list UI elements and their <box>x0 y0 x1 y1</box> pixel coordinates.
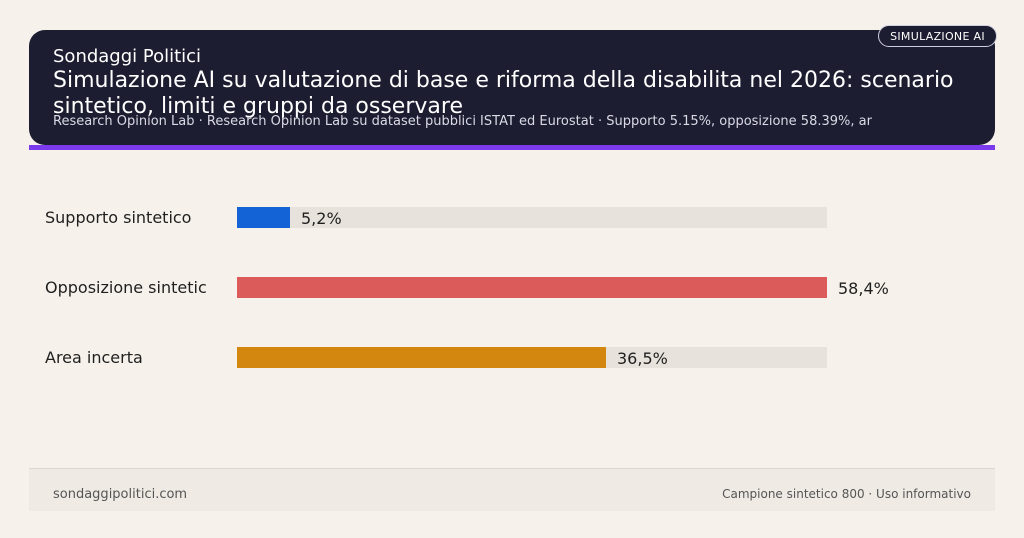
category-label: Area incerta <box>45 348 143 367</box>
header-card: Sondaggi Politici Simulazione AI su valu… <box>29 30 995 145</box>
footer: sondaggipolitici.com Campione sintetico … <box>29 468 995 511</box>
simulation-badge: SIMULAZIONE AI <box>878 25 997 47</box>
value-label: 58,4% <box>838 279 889 298</box>
bar <box>237 277 827 298</box>
value-label: 36,5% <box>617 349 668 368</box>
header-accent-line <box>29 145 995 150</box>
bar-track <box>237 207 827 228</box>
value-label: 5,2% <box>301 209 342 228</box>
brand-name: Sondaggi Politici <box>53 46 202 67</box>
category-label: Opposizione sintetic <box>45 278 207 297</box>
page-subtitle: Research Opinion Lab · Research Opinion … <box>53 114 872 129</box>
category-label: Supporto sintetico <box>45 208 192 227</box>
page-title: Simulazione AI su valutazione di base e … <box>53 68 954 119</box>
bar <box>237 347 606 368</box>
footer-site[interactable]: sondaggipolitici.com <box>53 487 188 502</box>
footer-note: Campione sintetico 800 · Uso informativo <box>722 487 971 501</box>
bar <box>237 207 290 228</box>
